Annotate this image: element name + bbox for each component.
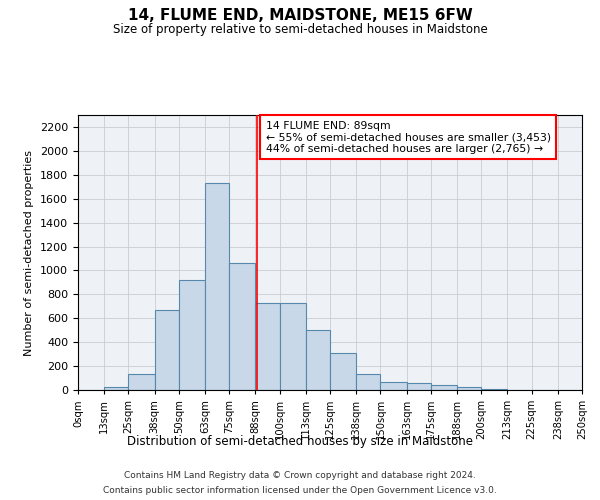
Bar [431, 385, 457, 390]
Bar [306, 330, 330, 390]
Text: Contains HM Land Registry data © Crown copyright and database right 2024.: Contains HM Land Registry data © Crown c… [124, 471, 476, 480]
Bar [229, 264, 256, 390]
Bar [280, 302, 306, 390]
Bar [380, 382, 407, 390]
Text: Size of property relative to semi-detached houses in Maidstone: Size of property relative to semi-detach… [113, 22, 487, 36]
Bar [128, 374, 155, 390]
Text: 14, FLUME END, MAIDSTONE, ME15 6FW: 14, FLUME END, MAIDSTONE, ME15 6FW [128, 8, 472, 22]
Bar [457, 387, 481, 390]
Text: Distribution of semi-detached houses by size in Maidstone: Distribution of semi-detached houses by … [127, 435, 473, 448]
Text: Contains public sector information licensed under the Open Government Licence v3: Contains public sector information licen… [103, 486, 497, 495]
Bar [256, 302, 280, 390]
Bar [356, 374, 380, 390]
Y-axis label: Number of semi-detached properties: Number of semi-detached properties [25, 150, 34, 356]
Bar [330, 353, 356, 390]
Bar [179, 280, 205, 390]
Bar [205, 183, 229, 390]
Text: 14 FLUME END: 89sqm
← 55% of semi-detached houses are smaller (3,453)
44% of sem: 14 FLUME END: 89sqm ← 55% of semi-detach… [266, 120, 551, 154]
Bar [407, 384, 431, 390]
Bar [104, 387, 128, 390]
Bar [155, 310, 179, 390]
Bar [481, 389, 508, 390]
